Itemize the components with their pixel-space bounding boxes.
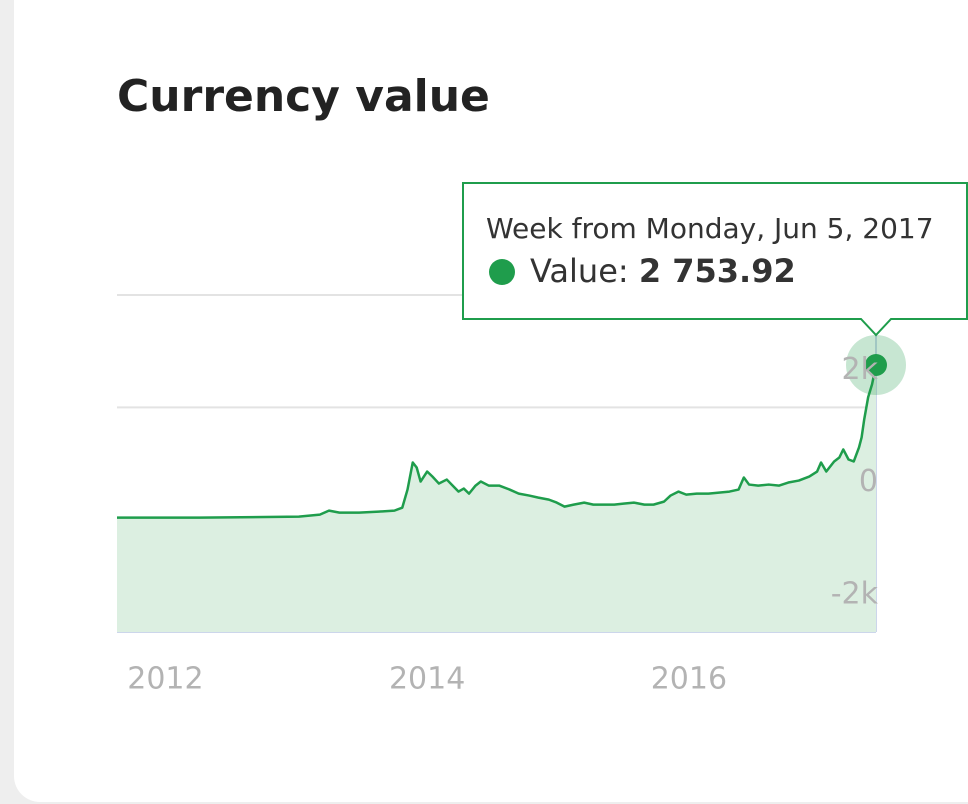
x-tick-label: 2014 — [389, 662, 465, 697]
tooltip-header: Week from Monday, Jun 5, 2017 — [486, 212, 934, 245]
y-tick-label: 2k — [842, 352, 879, 387]
area — [117, 364, 876, 632]
y-tick-label: -2k — [831, 577, 879, 612]
tooltip-line: Value: 2 753.92 — [530, 252, 796, 290]
tooltip-box — [462, 182, 968, 337]
card — [14, 0, 968, 802]
tooltip: Week from Monday, Jun 5, 2017 Value: 2 7… — [462, 182, 968, 337]
chart-title: Currency value — [117, 71, 490, 122]
line — [117, 364, 878, 519]
tooltip-value: 2 753.92 — [639, 252, 796, 290]
hover-point — [865, 353, 887, 376]
y-tick-label: 0 — [859, 464, 878, 499]
x-tick-label: 2016 — [651, 662, 727, 697]
tooltip-label: Value: — [530, 252, 629, 290]
tooltip-marker — [489, 259, 515, 285]
x-tick-label: 2012 — [127, 662, 203, 697]
